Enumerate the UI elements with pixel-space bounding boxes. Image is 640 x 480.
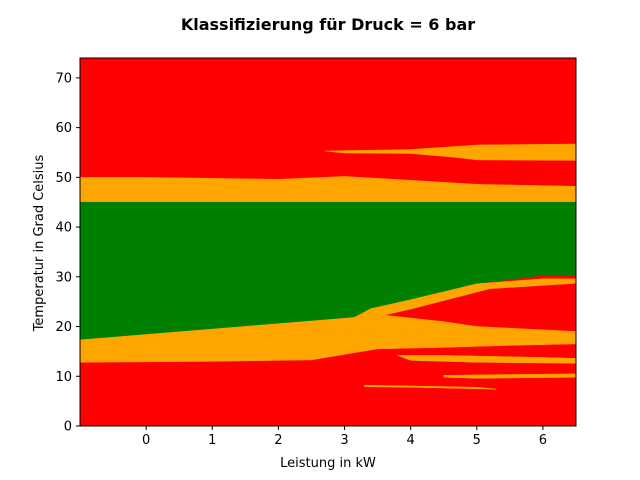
class-region-orange <box>364 384 497 390</box>
y-tick-label: 0 <box>64 420 72 435</box>
x-axis: 0 1 2 3 4 5 6 <box>142 426 547 448</box>
x-tick-label: 6 <box>539 433 547 448</box>
plot-frame <box>79 57 577 427</box>
x-tick-label: 2 <box>274 433 282 448</box>
y-tick-label: 70 <box>55 71 72 86</box>
y-tick-label: 60 <box>55 121 72 136</box>
y-tick-label: 10 <box>55 370 72 385</box>
plot-area <box>79 57 577 427</box>
chart-title: Klassifizierung für Druck = 6 bar <box>181 15 475 34</box>
y-tick-label: 50 <box>55 171 72 186</box>
y-tick-label: 20 <box>55 320 72 335</box>
y-axis: 0 10 20 30 40 50 60 70 <box>55 71 80 435</box>
y-tick-label: 40 <box>55 221 72 236</box>
y-tick-label: 30 <box>55 270 72 285</box>
class-region-orange <box>324 143 577 161</box>
x-tick-label: 3 <box>340 433 348 448</box>
x-tick-label: 4 <box>407 433 415 448</box>
x-tick-label: 5 <box>473 433 481 448</box>
class-region-orange <box>443 373 577 379</box>
x-tick-label: 1 <box>208 433 216 448</box>
x-axis-label: Leistung in kW <box>280 456 376 471</box>
x-tick-label: 0 <box>142 433 150 448</box>
y-axis-label: Temperatur in Grad Celsius <box>32 154 47 332</box>
